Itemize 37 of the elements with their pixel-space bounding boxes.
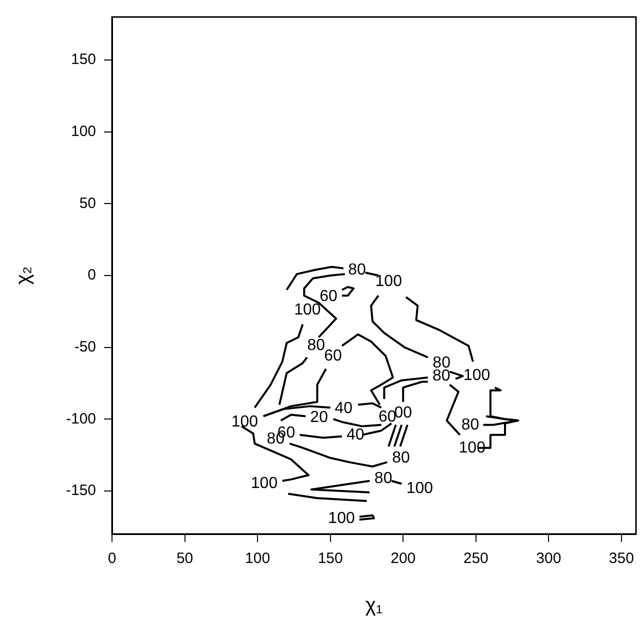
x-tick-label: 150 (318, 550, 343, 568)
annotation: 100 (375, 272, 402, 290)
x-axis-title: χ₁ (365, 594, 383, 617)
y-tick-label: -150 (66, 482, 96, 500)
y-tick-label: -50 (74, 338, 96, 356)
y-tick-label: 0 (88, 266, 96, 284)
annotation: 00 (394, 404, 412, 422)
annotation: 20 (310, 408, 328, 426)
annotation: 100 (458, 440, 486, 457)
annotation: 100 (406, 480, 434, 498)
annotation: 100 (463, 366, 490, 384)
y-tick-label: 150 (70, 51, 96, 68)
x-tick-label: 50 (176, 550, 194, 568)
annotation: 60 (378, 408, 396, 426)
y-tick-label: 50 (79, 194, 96, 212)
annotation: 60 (324, 348, 342, 365)
annotation: 80 (392, 449, 410, 466)
y-tick-label: 100 (70, 123, 96, 140)
x-tick-label: 100 (245, 550, 270, 568)
x-tick-label: 0 (108, 550, 116, 568)
x-tick-label: 250 (463, 550, 488, 568)
annotation: 100 (328, 510, 355, 528)
x-tick-label: 350 (608, 550, 634, 568)
annotation: 80 (348, 261, 366, 278)
annotation: 80 (374, 470, 392, 488)
annotation: 40 (334, 400, 353, 417)
annotation: 80 (307, 336, 326, 354)
annotation: 100 (231, 413, 258, 430)
annotation: 100 (250, 475, 278, 492)
x-tick-label: 200 (390, 550, 416, 568)
y-tick-label: -100 (66, 410, 96, 428)
y-axis-title: χ₂ (12, 266, 35, 285)
annotation: 60 (320, 288, 338, 305)
annotation: 100 (294, 302, 321, 319)
annotation: 40 (346, 426, 364, 444)
annotation: 80 (461, 416, 480, 434)
x-tick-label: 300 (536, 550, 562, 568)
